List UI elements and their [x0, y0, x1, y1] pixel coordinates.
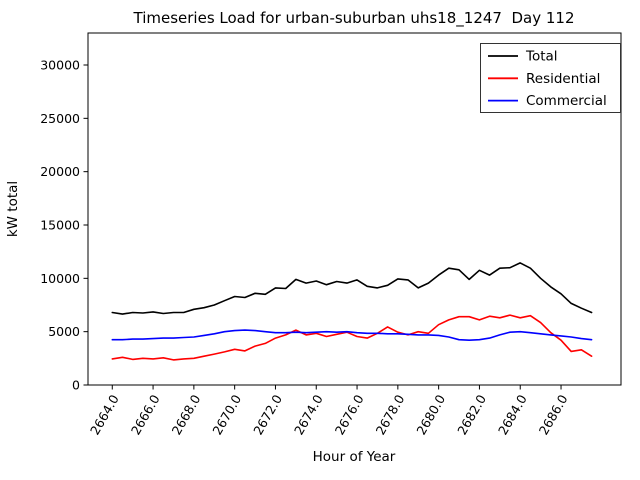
y-tick-label: 5000: [48, 324, 80, 339]
y-tick-label: 25000: [40, 111, 80, 126]
x-tick-label: 2672.0: [250, 392, 285, 437]
x-tick-label: 2680.0: [413, 392, 448, 437]
x-tick-label: 2674.0: [291, 392, 326, 437]
series-line-commercial: [111, 329, 593, 342]
x-tick-label: 2670.0: [209, 392, 244, 437]
x-tick-label: 2682.0: [454, 392, 489, 437]
x-tick-label: 2666.0: [128, 392, 163, 437]
x-tick-label: 2664.0: [87, 392, 122, 437]
x-axis-label: Hour of Year: [313, 449, 396, 465]
x-tick-label: 2676.0: [332, 392, 367, 437]
axes-frame: [87, 32, 622, 386]
legend-label-total: Total: [525, 49, 558, 65]
y-tick-label: 30000: [40, 58, 80, 73]
y-tick-label: 10000: [40, 271, 80, 286]
y-tick-label: 20000: [40, 164, 80, 179]
y-tick-label: 15000: [40, 218, 80, 233]
x-tick-label: 2668.0: [169, 392, 204, 437]
x-tick-label: 2686.0: [536, 392, 571, 437]
legend-label-residential: Residential: [526, 71, 600, 87]
plot-area: 0 5000 10000 15000 20000 25000 30000 2664.0 2666…: [40, 32, 622, 437]
legend-label-commercial: Commercial: [526, 93, 607, 109]
y-tick-label: 0: [72, 378, 80, 393]
series-line-total: [111, 262, 593, 315]
x-tick-label: 2678.0: [373, 392, 408, 437]
series-line-residential: [111, 314, 593, 361]
x-tick-label: 2684.0: [495, 392, 530, 437]
y-axis-label: kW total: [5, 181, 21, 237]
chart-title: Timeseries Load for urban-suburban uhs18…: [133, 9, 575, 28]
